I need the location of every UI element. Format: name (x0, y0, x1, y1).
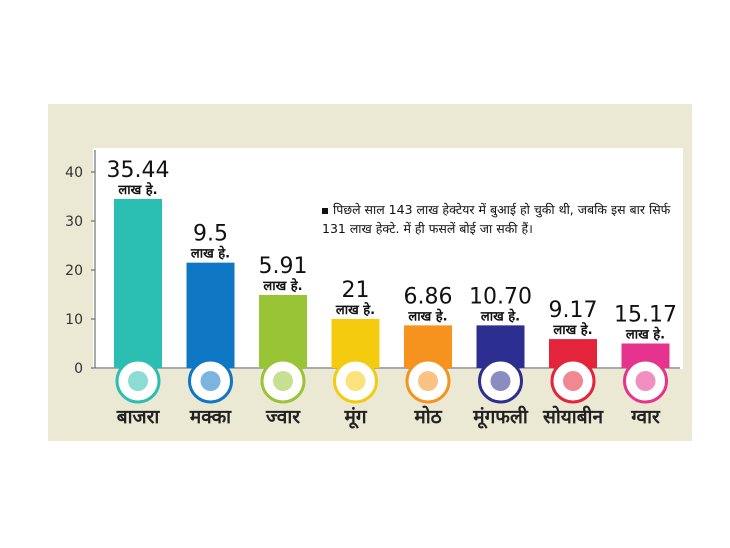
bullet-icon (322, 207, 328, 214)
annotation-text: पिछले साल 143 लाख हेक्टेयर में बुआई हो च… (322, 202, 671, 236)
bar-unit-label: लाख हे. (407, 308, 447, 324)
jowar-icon-fill (273, 371, 293, 391)
bar (114, 198, 162, 368)
bar-unit-label: लाख हे. (480, 308, 520, 324)
soybean-icon-fill (563, 371, 583, 391)
bar (259, 294, 307, 368)
category-label: सोयाबीन (542, 405, 604, 428)
category-label: मूंगफली (472, 405, 529, 429)
moong-icon-fill (345, 371, 366, 391)
category-label: मूंग (343, 406, 367, 429)
y-tick-label: 0 (74, 361, 83, 377)
bar-value-label: 15.17 (614, 303, 677, 328)
bar-value-label: 21 (342, 278, 370, 303)
bar-unit-label: लाख हे. (117, 182, 157, 198)
bar-value-label: 35.44 (107, 158, 170, 183)
bar-value-label: 5.91 (259, 254, 308, 279)
bar-unit-label: लाख हे. (552, 322, 592, 338)
category-label: मोठ (413, 405, 442, 428)
plot-area (93, 148, 683, 369)
chart-annotation: पिछले साल 143 लाख हेक्टेयर में बुआई हो च… (322, 200, 672, 238)
y-tick-label: 30 (65, 214, 83, 230)
category-label: ज्वार (265, 406, 301, 428)
category-label: मक्का (189, 406, 232, 428)
bar-unit-label: लाख हे. (190, 246, 230, 262)
bar-unit-label: लाख हे. (625, 327, 665, 343)
bar-value-label: 9.17 (549, 298, 598, 323)
moth-icon-fill (418, 371, 438, 391)
bar (186, 262, 235, 368)
guar-icon-fill (635, 371, 656, 391)
category-label: बाजरा (116, 406, 161, 428)
bar-value-label: 6.86 (404, 284, 453, 309)
maize-icon-fill (200, 371, 221, 391)
category-label: ग्वार (630, 406, 661, 428)
bar-value-label: 9.5 (193, 222, 228, 247)
bar-unit-label: लाख हे. (335, 302, 375, 318)
y-tick-label: 40 (65, 165, 83, 181)
bar-unit-label: लाख हे. (262, 278, 302, 294)
bajra-icon-fill (128, 371, 148, 391)
groundnut-icon-fill (490, 371, 511, 391)
bar-value-label: 10.70 (469, 284, 532, 309)
y-tick-label: 20 (65, 263, 83, 279)
y-tick-label: 10 (65, 312, 83, 328)
